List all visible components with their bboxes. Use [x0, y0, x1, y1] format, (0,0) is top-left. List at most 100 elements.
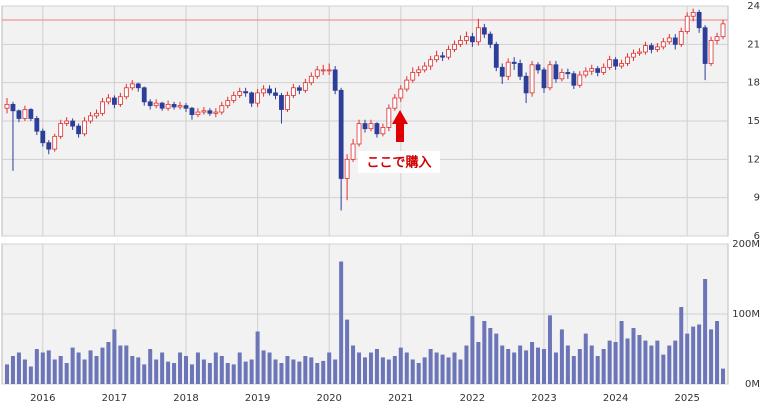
volume-bar — [309, 357, 314, 384]
candle-body — [547, 64, 553, 89]
volume-bar — [649, 345, 654, 384]
candle-body — [362, 123, 368, 130]
annotation: ここで購入 — [366, 155, 431, 171]
volume-bar — [315, 363, 320, 384]
candle-body — [684, 15, 690, 32]
x-tick-label: 2017 — [102, 393, 127, 404]
candle-body — [511, 61, 517, 64]
x-tick-label: 2021 — [388, 393, 413, 404]
volume-bar — [661, 354, 666, 384]
candle-body — [28, 109, 34, 119]
volume-bar — [416, 363, 421, 384]
candle-body — [147, 101, 153, 107]
candle-body — [452, 43, 457, 50]
volume-bar — [374, 349, 379, 384]
x-tick-label: 2023 — [531, 393, 556, 404]
candle-body — [106, 97, 111, 103]
volume-bar — [536, 347, 541, 384]
x-tick-label: 2018 — [173, 393, 198, 404]
candle-body — [446, 49, 451, 58]
candle-body — [410, 72, 416, 81]
candle-body — [672, 37, 678, 45]
candle-body — [261, 88, 266, 94]
candle-body — [171, 103, 177, 108]
candle-body — [613, 59, 618, 67]
volume-bar — [422, 357, 427, 384]
candle-body — [332, 69, 338, 91]
volume-bar — [428, 349, 433, 384]
candle-body — [696, 11, 702, 29]
candle-body — [434, 55, 440, 61]
volume-bar — [297, 361, 302, 384]
candle-body — [481, 27, 487, 35]
candle-body — [117, 96, 123, 105]
candle-body — [708, 40, 714, 64]
candle-body — [279, 95, 284, 110]
volume-bar — [94, 356, 99, 384]
volume-bar — [524, 350, 529, 384]
volume-bar — [189, 364, 194, 384]
candle-body — [231, 95, 237, 101]
volume-bar — [559, 329, 564, 384]
volume-bar — [542, 349, 546, 384]
volume-bar — [303, 356, 308, 384]
y-tick-label: 9 — [754, 193, 760, 204]
candle-body — [64, 120, 70, 124]
volume-bar — [166, 361, 171, 384]
volume-bar — [243, 361, 248, 384]
volume-bar — [327, 352, 332, 384]
volume-bar — [583, 333, 588, 384]
candle-body — [589, 68, 595, 72]
volume-bar — [130, 356, 135, 384]
volume-bar — [709, 329, 714, 384]
candle-body — [285, 95, 290, 110]
volume-bar — [154, 359, 159, 384]
candle-body — [213, 111, 219, 114]
volume-bar — [703, 279, 708, 384]
candle-body — [398, 88, 404, 99]
candle-body — [70, 120, 76, 127]
volume-bar — [589, 345, 594, 384]
volume-bar — [500, 345, 505, 384]
candle-body — [702, 27, 708, 64]
candle-body — [690, 11, 696, 17]
candle-body — [374, 123, 380, 135]
candle-body — [493, 43, 499, 68]
candle-body — [565, 72, 571, 75]
volume-bar — [267, 352, 272, 384]
candle-body — [416, 69, 422, 73]
candle-body — [499, 66, 505, 77]
volume-bar — [178, 352, 183, 384]
volume-bar — [721, 368, 725, 384]
candle-body — [571, 73, 577, 86]
candle-body — [100, 101, 105, 114]
candle-body — [380, 126, 386, 135]
volume-bar — [219, 356, 224, 384]
candle-body — [201, 110, 207, 113]
volume-bar — [476, 342, 481, 384]
candle-body — [320, 69, 326, 72]
candle-body — [523, 75, 529, 94]
candle-body — [637, 51, 642, 54]
y-tick-label: 6 — [754, 231, 760, 242]
volume-bar — [52, 359, 57, 384]
candle-body — [302, 82, 308, 91]
volume-bar — [273, 359, 278, 384]
volume-bar — [213, 352, 218, 384]
volume-bar — [70, 347, 75, 384]
volume-bar — [184, 356, 188, 384]
x-tick-label: 2025 — [674, 393, 699, 404]
volume-bar — [380, 357, 385, 384]
candle-body — [296, 87, 302, 91]
volume-bar — [363, 357, 367, 384]
volume-bar — [160, 352, 165, 384]
volume-bar — [631, 328, 636, 384]
candle-body — [177, 105, 183, 108]
candle-body — [559, 72, 565, 80]
candle-body — [10, 103, 16, 112]
candle-body — [368, 123, 374, 130]
candle-body — [207, 110, 213, 114]
volume-bar — [488, 328, 493, 384]
volume-bar — [40, 352, 45, 384]
